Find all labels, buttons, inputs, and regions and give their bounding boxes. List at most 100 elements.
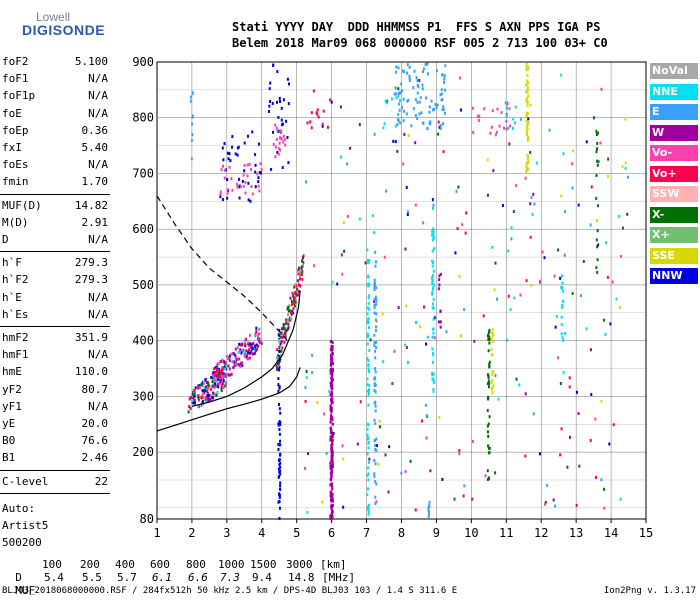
- echo-point: [510, 237, 513, 241]
- echo-point: [476, 114, 479, 118]
- echo-point: [454, 251, 457, 255]
- echo-point: [331, 492, 334, 496]
- echo-point: [218, 372, 221, 376]
- echo-point: [539, 279, 542, 283]
- echo-point: [203, 391, 206, 395]
- profile-curve: [191, 290, 301, 407]
- echo-point: [413, 69, 416, 73]
- echo-point: [486, 158, 489, 162]
- echo-point: [244, 355, 247, 359]
- echo-point: [394, 140, 397, 144]
- echo-point: [225, 354, 228, 358]
- echo-point: [530, 283, 533, 287]
- echo-point: [431, 229, 434, 233]
- echo-point: [330, 391, 333, 395]
- echo-point: [378, 419, 381, 423]
- echo-point: [439, 126, 442, 130]
- echo-point: [366, 258, 369, 262]
- echo-point: [251, 347, 254, 351]
- echo-point: [439, 320, 442, 324]
- echo-point: [596, 131, 599, 135]
- echo-point: [531, 212, 534, 216]
- echo-point: [277, 383, 280, 387]
- echo-point: [368, 388, 371, 392]
- echo-point: [367, 507, 370, 511]
- echo-point: [250, 343, 253, 347]
- echo-point: [236, 185, 239, 189]
- echo-point: [441, 477, 444, 481]
- echo-point: [571, 186, 574, 190]
- echo-point: [375, 312, 378, 316]
- echo-point: [437, 120, 440, 124]
- echo-point: [304, 466, 307, 470]
- echo-point: [366, 435, 369, 439]
- echo-point: [330, 399, 333, 403]
- echo-point: [304, 180, 307, 184]
- echo-point: [378, 425, 381, 429]
- echo-point: [330, 492, 333, 496]
- echo-point: [494, 374, 497, 378]
- echo-point: [279, 335, 282, 339]
- echo-point: [286, 327, 289, 331]
- echo-point: [525, 64, 528, 68]
- echo-point: [431, 238, 434, 242]
- echo-point: [504, 101, 507, 105]
- echo-point: [256, 334, 259, 338]
- echo-point: [487, 444, 490, 448]
- echo-point: [191, 91, 194, 95]
- echo-point: [439, 325, 442, 329]
- echo-point: [513, 296, 516, 300]
- echo-point: [274, 155, 277, 159]
- muf-distance-cell: 3000: [286, 558, 313, 571]
- echo-point: [426, 127, 429, 131]
- echo-point: [330, 361, 333, 365]
- echo-point: [375, 302, 378, 306]
- echo-point: [220, 379, 223, 383]
- echo-point: [330, 429, 333, 433]
- echo-point: [438, 274, 441, 278]
- echo-point: [368, 282, 371, 286]
- param-value: 0.36: [81, 123, 109, 137]
- echo-point: [491, 328, 494, 332]
- echo-point: [400, 106, 403, 110]
- echo-point: [406, 210, 409, 214]
- echo-point: [432, 389, 435, 393]
- echo-point: [488, 328, 491, 332]
- echo-point: [256, 337, 259, 341]
- echo-point: [526, 127, 529, 131]
- echo-point: [258, 340, 261, 344]
- echo-point: [268, 87, 271, 91]
- echo-point: [527, 117, 530, 121]
- echo-point: [375, 437, 378, 441]
- echo-point: [595, 219, 598, 223]
- echo-point: [566, 465, 569, 469]
- echo-point: [247, 356, 250, 360]
- x-tick-label: 9: [433, 526, 440, 540]
- echo-point: [278, 463, 281, 467]
- param-name: foEs: [2, 158, 29, 172]
- echo-point: [248, 162, 251, 166]
- echo-point: [432, 378, 435, 382]
- echo-point: [278, 339, 281, 343]
- echo-point: [427, 508, 430, 512]
- echo-point: [222, 386, 225, 390]
- param-value: N/A: [88, 158, 108, 172]
- echo-point: [221, 146, 224, 150]
- echo-point: [247, 181, 250, 185]
- echo-point: [246, 174, 249, 178]
- echo-point: [492, 332, 495, 336]
- muf-frequency-cell: 7.3: [220, 571, 240, 584]
- echo-point: [568, 435, 571, 439]
- echo-point: [309, 120, 312, 124]
- echo-point: [535, 161, 538, 165]
- echo-point: [258, 142, 261, 146]
- echo-point: [272, 63, 275, 67]
- echo-point: [526, 154, 529, 158]
- echo-point: [375, 448, 378, 452]
- echo-point: [557, 248, 560, 252]
- echo-point: [505, 119, 508, 123]
- echo-point: [525, 119, 528, 123]
- echo-point: [431, 233, 434, 237]
- echo-point: [212, 391, 215, 395]
- echo-point: [432, 232, 435, 236]
